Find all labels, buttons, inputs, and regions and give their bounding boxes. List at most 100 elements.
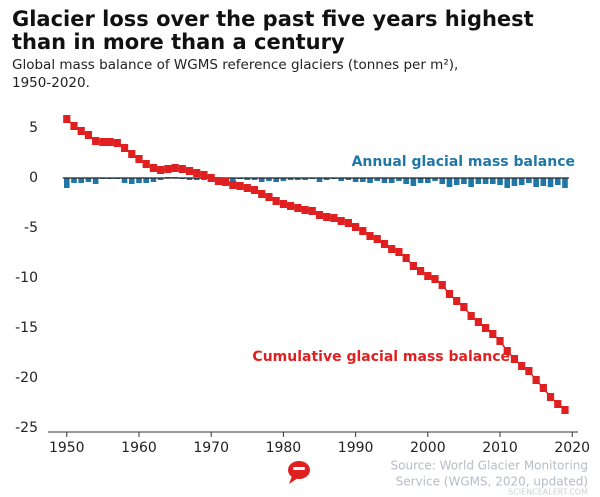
point (308, 207, 316, 215)
y-tick-label: -15 (15, 320, 38, 336)
y-tick-label: 5 (29, 120, 38, 136)
bar (92, 178, 99, 184)
bar (547, 178, 554, 187)
point (157, 166, 165, 174)
point (207, 174, 215, 182)
point (323, 213, 331, 221)
point (84, 131, 93, 139)
point (193, 169, 201, 177)
bar (280, 178, 287, 181)
bar (439, 178, 446, 184)
point (431, 275, 439, 283)
point (222, 178, 230, 186)
point (106, 138, 114, 146)
point (510, 355, 519, 363)
point (532, 376, 540, 384)
bar (388, 178, 395, 183)
y-tick-label: -20 (15, 370, 38, 386)
bar (193, 178, 200, 180)
bar (381, 178, 388, 183)
point (503, 347, 511, 355)
point (366, 232, 374, 240)
bar (497, 178, 503, 185)
point (77, 127, 85, 135)
bar (266, 178, 272, 181)
point (409, 262, 417, 270)
chart-title: than in more than a century (12, 30, 345, 54)
point (301, 206, 309, 214)
bar (504, 178, 511, 188)
x-tick-label: 2010 (482, 440, 518, 456)
bar (186, 178, 193, 180)
point (287, 202, 295, 210)
point (142, 160, 150, 168)
bar (150, 178, 157, 182)
bar (316, 178, 323, 182)
bar (85, 178, 92, 182)
x-tick-label: 2000 (410, 440, 446, 456)
bar (482, 178, 489, 184)
point (214, 177, 223, 185)
x-tick-label: 1980 (266, 440, 302, 456)
point (120, 144, 129, 152)
point (373, 235, 381, 243)
y-tick-label: -5 (24, 220, 38, 236)
source: Service (WGMS, 2020, updated) (396, 475, 588, 489)
bar (367, 178, 373, 183)
bar (302, 178, 308, 180)
x-tick-label: 2020 (554, 440, 590, 456)
bar (71, 178, 77, 183)
point (460, 303, 468, 311)
chart-title: Glacier loss over the past five years hi… (12, 7, 534, 31)
bar (251, 178, 258, 180)
bar (295, 178, 301, 180)
bar (468, 178, 474, 187)
point (453, 297, 461, 305)
bar (403, 178, 409, 184)
y-tick-label: -10 (15, 270, 38, 286)
bar (121, 178, 128, 183)
bar (244, 178, 251, 180)
point (250, 186, 259, 194)
point (496, 337, 504, 345)
bar (554, 178, 561, 185)
point (128, 150, 136, 158)
point (352, 223, 360, 231)
bar (461, 178, 467, 184)
point (402, 254, 410, 262)
x-tick-label: 1990 (338, 440, 374, 456)
bar (489, 178, 496, 184)
bar (157, 178, 164, 180)
point (200, 171, 208, 179)
x-tick-label: 1960 (121, 440, 157, 456)
point (229, 181, 237, 189)
point (474, 318, 482, 326)
point (265, 193, 273, 201)
point (135, 155, 143, 163)
bar (526, 178, 532, 183)
bar (453, 178, 460, 185)
bar (143, 178, 150, 183)
series-label: Annual glacial mass balance (352, 154, 575, 170)
chart-subtitle: Global mass balance of WGMS reference gl… (12, 57, 458, 73)
point (380, 240, 389, 248)
point (337, 217, 345, 225)
bar (396, 178, 402, 181)
point (330, 214, 338, 222)
point (359, 227, 367, 235)
point (70, 122, 78, 130)
bar (273, 178, 279, 182)
bar (78, 178, 85, 183)
bar (323, 178, 330, 180)
bar (432, 178, 438, 181)
point (489, 330, 497, 338)
bar (446, 178, 453, 187)
bar (360, 178, 366, 182)
bar (338, 178, 344, 181)
bar (345, 178, 352, 180)
point (164, 165, 172, 173)
point (279, 200, 287, 208)
point (294, 204, 302, 212)
point (467, 312, 475, 320)
